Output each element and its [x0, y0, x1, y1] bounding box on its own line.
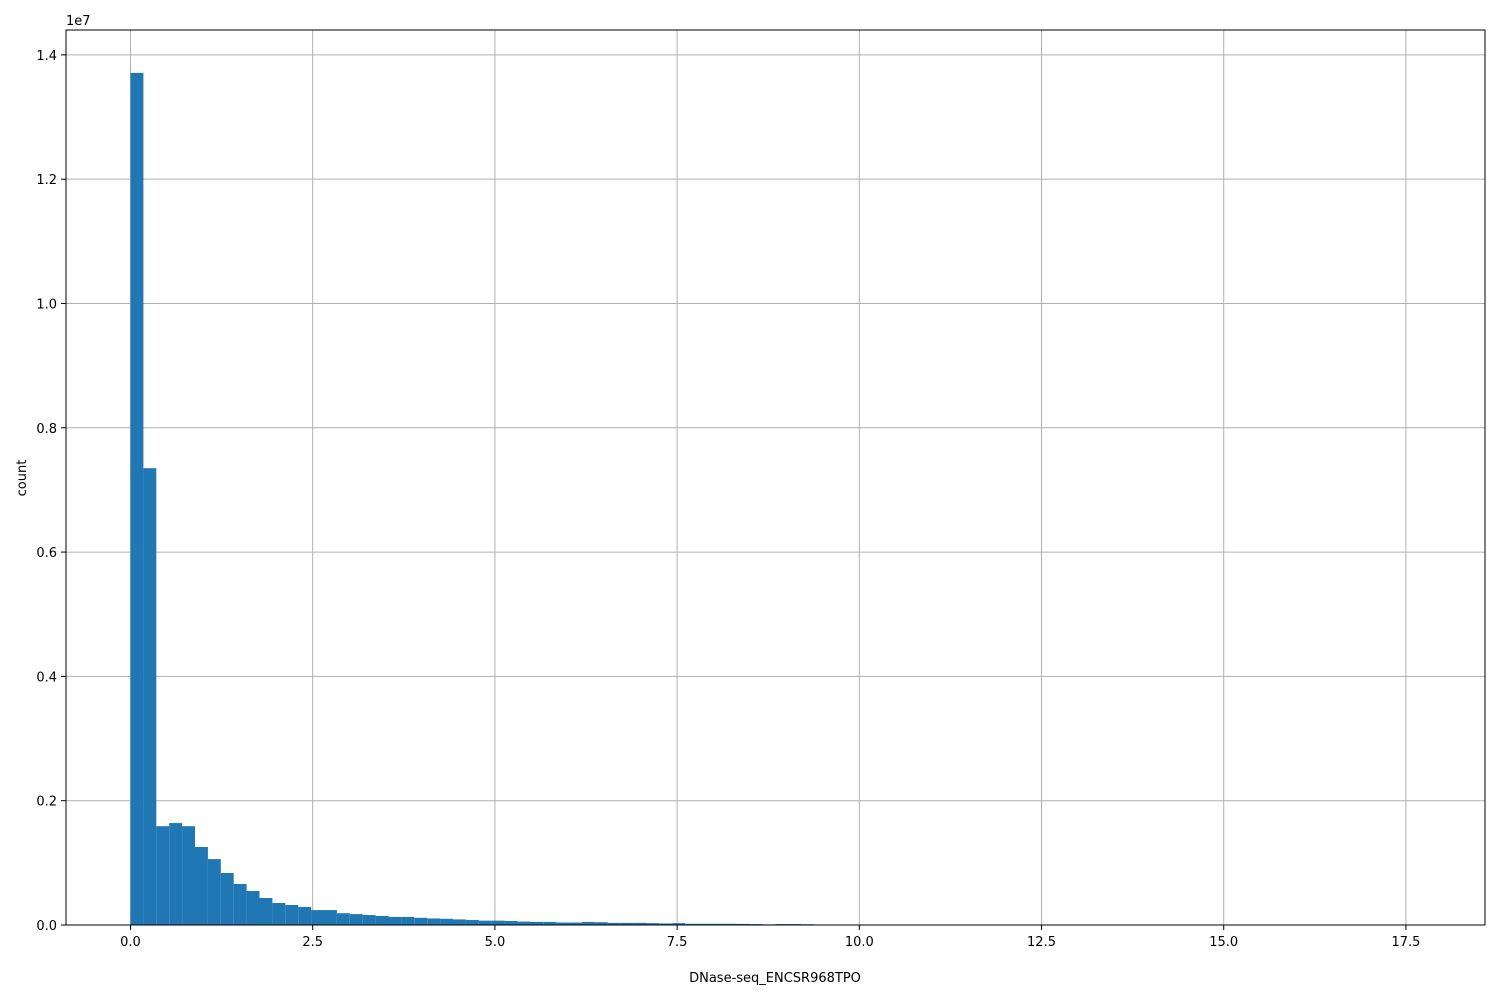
y-tick-label: 1.4	[36, 49, 57, 64]
histogram-bar	[349, 914, 363, 925]
histogram-bar	[414, 917, 428, 925]
histogram-bar	[285, 904, 299, 925]
histogram-bar	[633, 922, 647, 925]
histogram-bar	[465, 920, 479, 925]
histogram-bar	[556, 922, 570, 925]
histogram-bar	[220, 872, 234, 925]
histogram-bar	[698, 923, 711, 925]
histogram-bar	[453, 919, 466, 925]
histogram-bar	[298, 906, 312, 925]
histogram-bar	[711, 923, 724, 925]
histogram-bar	[207, 859, 221, 925]
histogram-bar	[182, 826, 195, 925]
histogram-bar	[401, 916, 415, 925]
x-axis-label: DNase-seq_ENCSR968TPO	[689, 971, 861, 986]
histogram-bar	[272, 902, 286, 925]
y-tick-label: 0.8	[36, 422, 57, 437]
histogram-bar	[736, 923, 750, 925]
histogram-bar	[388, 916, 402, 925]
axes-frame	[65, 29, 1486, 926]
x-tick-label: 2.5	[302, 935, 323, 950]
histogram-bar	[594, 922, 608, 925]
x-tick-label: 0.0	[120, 935, 141, 950]
histogram-bar	[440, 918, 453, 925]
histogram-bar	[362, 915, 376, 925]
histogram-bar	[156, 826, 170, 925]
histogram-bar	[311, 910, 324, 925]
grid	[66, 30, 1485, 926]
x-tick-label: 5.0	[485, 935, 506, 950]
histogram-bar	[543, 921, 557, 925]
bars	[130, 72, 1421, 925]
y-tick-label: 1.2	[36, 173, 57, 188]
histogram-bar	[569, 922, 582, 925]
histogram-bar	[646, 923, 660, 925]
histogram-bar	[530, 921, 544, 925]
histogram-bar	[504, 920, 518, 925]
x-tick-label: 7.5	[667, 935, 688, 950]
histogram-bar	[427, 918, 441, 925]
histogram-bar	[672, 923, 686, 925]
y-tick-label: 0.0	[36, 919, 57, 934]
histogram-bar	[582, 921, 595, 925]
histogram-bar	[169, 823, 183, 925]
x-tick-label: 12.5	[1027, 935, 1056, 950]
y-tick-label: 1.0	[36, 297, 57, 312]
y-axis-label: count	[15, 460, 30, 497]
histogram-bar	[491, 920, 505, 925]
histogram-bar	[336, 913, 350, 925]
y-tick-label: 0.2	[36, 795, 57, 810]
histogram-bar	[143, 468, 157, 925]
y-axis-ticks: 0.0 0.2 0.4 0.6 0.8 1.0 1.2 1.4	[36, 49, 66, 934]
histogram-bar	[246, 891, 260, 925]
y-tick-label: 0.6	[36, 546, 57, 561]
x-axis-ticks: 0.0 2.5 5.0 7.5 10.0 12.5 15.0 17.5	[120, 925, 1420, 950]
histogram-bar	[659, 923, 673, 925]
histogram-bar	[324, 910, 337, 925]
x-tick-label: 15.0	[1209, 935, 1238, 950]
y-tick-label: 0.4	[36, 670, 57, 685]
histogram-bar	[130, 72, 144, 925]
histogram-bar	[517, 921, 531, 925]
histogram-bar	[478, 920, 492, 925]
histogram-bar	[375, 915, 389, 925]
histogram-bar	[195, 846, 208, 925]
histogram-bar	[607, 922, 621, 925]
x-tick-label: 10.0	[845, 935, 874, 950]
x-tick-label: 17.5	[1391, 935, 1420, 950]
histogram-bar	[685, 923, 699, 925]
histogram-bar	[620, 922, 634, 925]
histogram-bar	[723, 923, 737, 925]
histogram-bar	[233, 883, 247, 925]
histogram-bar	[259, 897, 273, 925]
y-offset-label: 1e7	[66, 14, 91, 29]
